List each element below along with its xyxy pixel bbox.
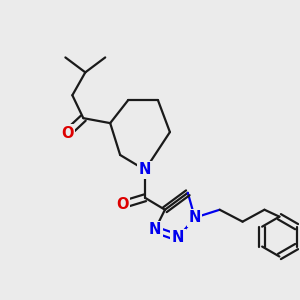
Text: N: N [149,222,161,237]
Text: O: O [116,197,128,212]
Text: O: O [61,126,74,141]
Text: N: N [139,162,151,177]
Text: N: N [189,210,201,225]
Text: N: N [172,230,184,245]
